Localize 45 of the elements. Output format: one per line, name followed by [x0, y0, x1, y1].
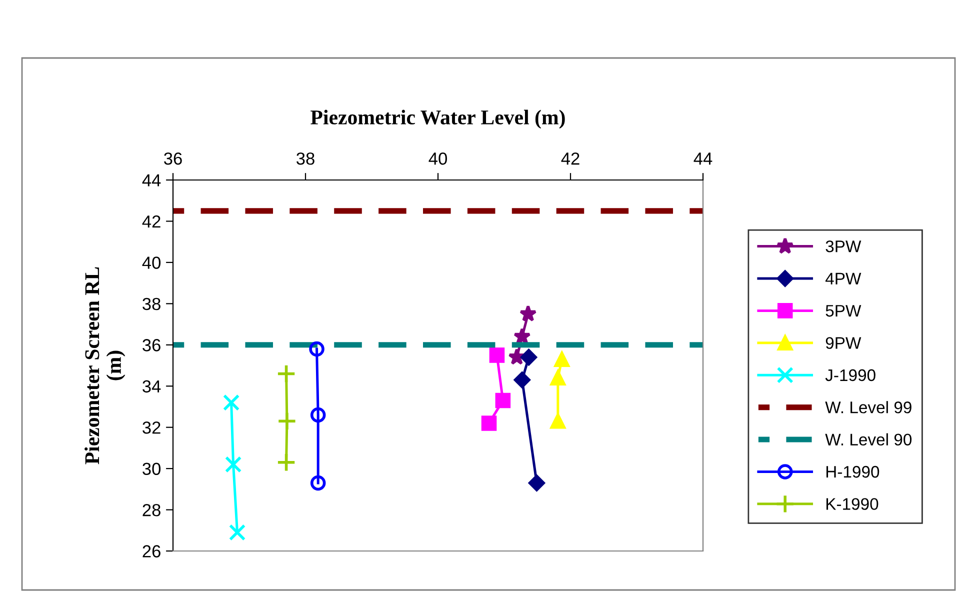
point [481, 416, 497, 431]
point [520, 348, 538, 366]
y-tick-label: 40 [142, 256, 161, 269]
point [310, 475, 326, 491]
point [514, 372, 530, 388]
y-tick-label: 30 [142, 462, 161, 476]
point [276, 364, 296, 384]
point [222, 394, 240, 411]
point [276, 452, 296, 472]
point [277, 411, 297, 431]
y-tick-label: 42 [142, 215, 160, 228]
x-tick-label: 36 [164, 152, 182, 165]
point [228, 524, 246, 541]
point [550, 370, 566, 386]
legend-label: K-1990 [826, 498, 878, 510]
point [550, 414, 566, 429]
y-tick-label: 44 [142, 174, 161, 186]
x-tick-label: 44 [694, 152, 712, 165]
point [519, 304, 537, 322]
legend-label: 4PW [825, 272, 862, 284]
x-axis-title: Piezometric Water Level (m) [310, 110, 565, 129]
legend-label: 9PW [826, 337, 862, 349]
y-tick-label: 26 [142, 545, 160, 558]
legend-label: J-1990 [825, 369, 876, 382]
x-tick-label: 40 [428, 152, 447, 165]
y-tick-label: 38 [142, 298, 160, 310]
legend-label: W. Level 99 [825, 401, 912, 414]
point [528, 474, 545, 492]
legend-label: H-1990 [826, 466, 880, 478]
legend-label: W. Level 90 [825, 433, 912, 446]
y-tick-label: 34 [142, 380, 161, 393]
legend-label: 3PW [826, 240, 862, 252]
y-axis-title: Piezometer Screen RL (m) [84, 267, 126, 464]
point [224, 456, 242, 473]
point [309, 341, 324, 357]
y-tick-label: 36 [142, 339, 160, 352]
y-tick-label: 28 [142, 504, 160, 516]
legend-label: 5PW [826, 305, 862, 317]
point [495, 392, 511, 408]
x-tick-label: 38 [296, 152, 314, 165]
point [310, 407, 326, 423]
y-tick-label: 32 [142, 422, 160, 434]
point [554, 352, 570, 367]
x-tick-label: 42 [561, 152, 580, 165]
point [489, 348, 505, 363]
